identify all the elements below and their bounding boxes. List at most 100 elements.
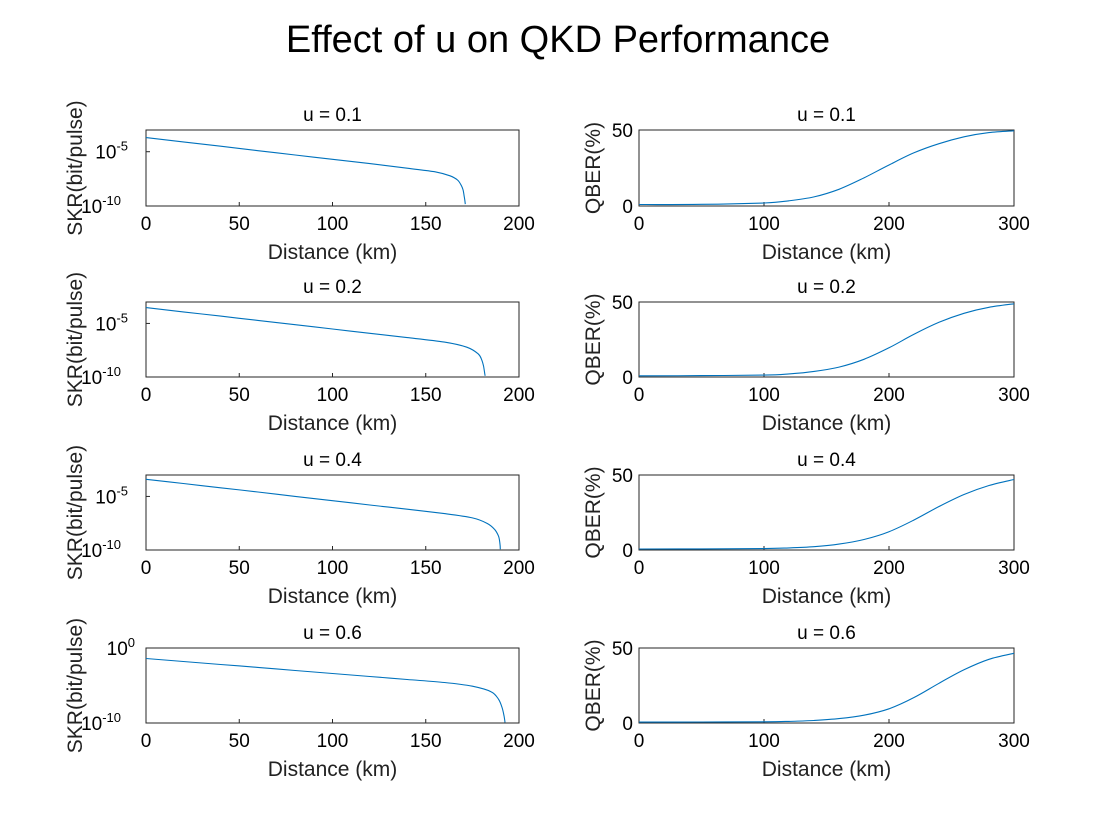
subplot-8: u = 0.6 0 100 200 300 0 50 Distance (km) QBER(%) [582,623,1030,781]
series-line [145,307,486,376]
plot-area [638,301,1015,378]
series-line [145,657,506,723]
plot-area [145,129,520,207]
x-tick-label: 200 [873,214,905,235]
subplot-title: u = 0.1 [303,105,362,126]
x-axis-label: Distance (km) [762,412,892,435]
subplot-5: u = 0.4 0 50 100 150 200 10-10 10-5 Distance (km… [64,445,535,608]
x-tick-label: 100 [317,214,349,235]
y-tick-label: 10-5 [95,310,128,335]
x-tick-label: 300 [998,385,1030,406]
subplot-1: u = 0.1 0 50 100 150 200 10-10 10-5 Distance (km… [64,100,535,264]
subplot-3: u = 0.2 0 50 100 150 200 10-10 10-5 Distance (km… [64,272,535,435]
x-tick-label: 0 [141,385,152,406]
x-tick-label: 100 [748,214,780,235]
y-axis-label: QBER(%) [582,639,605,731]
plot-area [145,474,520,551]
subplot-title: u = 0.2 [303,277,362,298]
x-tick-label: 100 [748,385,780,406]
y-axis-label: SKR(bit/pulse) [64,445,87,580]
x-tick-label: 200 [873,731,905,752]
x-tick-label: 150 [410,385,442,406]
x-tick-label: 0 [634,385,645,406]
series-line [638,130,1015,206]
x-axis-label: Distance (km) [268,758,398,781]
subplot-title: u = 0.6 [303,623,362,644]
y-axis-label: SKR(bit/pulse) [64,618,87,753]
x-tick-label: 300 [998,214,1030,235]
y-axis-label: QBER(%) [582,293,605,385]
y-tick-label: 0 [622,541,633,562]
subplot-title: u = 0.1 [797,105,856,126]
y-tick-label: 10-10 [81,364,121,389]
x-tick-label: 200 [503,385,535,406]
y-tick-label: 10-10 [81,710,121,735]
y-axis-label: QBER(%) [582,466,605,558]
x-tick-label: 100 [317,385,349,406]
x-tick-label: 100 [748,731,780,752]
series-line [638,652,1015,723]
x-tick-label: 200 [503,558,535,579]
x-axis-label: Distance (km) [762,585,892,608]
y-tick-label: 50 [612,293,633,314]
x-tick-label: 0 [634,731,645,752]
y-tick-label: 50 [612,639,633,660]
x-tick-label: 200 [873,385,905,406]
y-tick-label: 10-5 [95,139,128,164]
plot-area [145,301,520,378]
figure-title: Effect of u on QKD Performance [286,19,830,61]
x-tick-label: 150 [410,214,442,235]
subplot-grid: u = 0.1 0 50 100 150 200 10-10 10-5 Distance (km… [64,100,1030,781]
x-axis-label: Distance (km) [762,241,892,264]
y-tick-label: 50 [612,466,633,487]
subplot-7: u = 0.6 0 50 100 150 200 10-10 100 Distance (km)… [64,618,535,781]
y-tick-label: 0 [622,197,633,218]
x-tick-label: 0 [141,558,152,579]
y-tick-label: 0 [622,368,633,389]
series-line [145,137,466,205]
x-tick-label: 50 [229,385,250,406]
y-tick-label: 10-10 [81,537,121,562]
y-axis-label: SKR(bit/pulse) [64,272,87,407]
x-tick-label: 50 [229,558,250,579]
x-tick-label: 50 [229,731,250,752]
subplot-2: u = 0.1 0 100 200 300 0 50 Distance (km) QBER(%) [582,105,1030,264]
x-tick-label: 150 [410,558,442,579]
x-tick-label: 300 [998,731,1030,752]
subplot-title: u = 0.6 [797,623,856,644]
y-axis-label: QBER(%) [582,122,605,214]
y-tick-label: 50 [612,121,633,142]
x-tick-label: 100 [317,731,349,752]
series-line [145,478,501,550]
subplot-6: u = 0.4 0 100 200 300 0 50 Distance (km) QBER(%) [582,450,1030,608]
x-tick-label: 200 [503,731,535,752]
x-tick-label: 200 [503,214,535,235]
x-axis-label: Distance (km) [762,758,892,781]
y-tick-label: 0 [622,714,633,735]
x-tick-label: 200 [873,558,905,579]
subplot-title: u = 0.2 [797,277,856,298]
x-tick-label: 0 [141,731,152,752]
plot-area [145,647,520,724]
x-tick-label: 50 [229,214,250,235]
x-tick-label: 150 [410,731,442,752]
subplot-title: u = 0.4 [303,450,362,471]
x-tick-label: 100 [748,558,780,579]
plot-area [638,474,1015,551]
y-tick-label: 10-10 [81,193,121,218]
y-axis-label: SKR(bit/pulse) [64,100,87,235]
subplot-4: u = 0.2 0 100 200 300 0 50 Distance (km) QBER(%) [582,277,1030,435]
y-tick-label: 10-5 [95,483,128,508]
plot-area [638,129,1015,207]
x-axis-label: Distance (km) [268,241,398,264]
subplot-title: u = 0.4 [797,450,856,471]
x-tick-label: 300 [998,558,1030,579]
x-axis-label: Distance (km) [268,412,398,435]
y-tick-label: 100 [107,635,135,660]
plot-area [638,647,1015,724]
x-tick-label: 0 [634,558,645,579]
x-axis-label: Distance (km) [268,585,398,608]
x-tick-label: 0 [141,214,152,235]
series-line [638,303,1015,377]
